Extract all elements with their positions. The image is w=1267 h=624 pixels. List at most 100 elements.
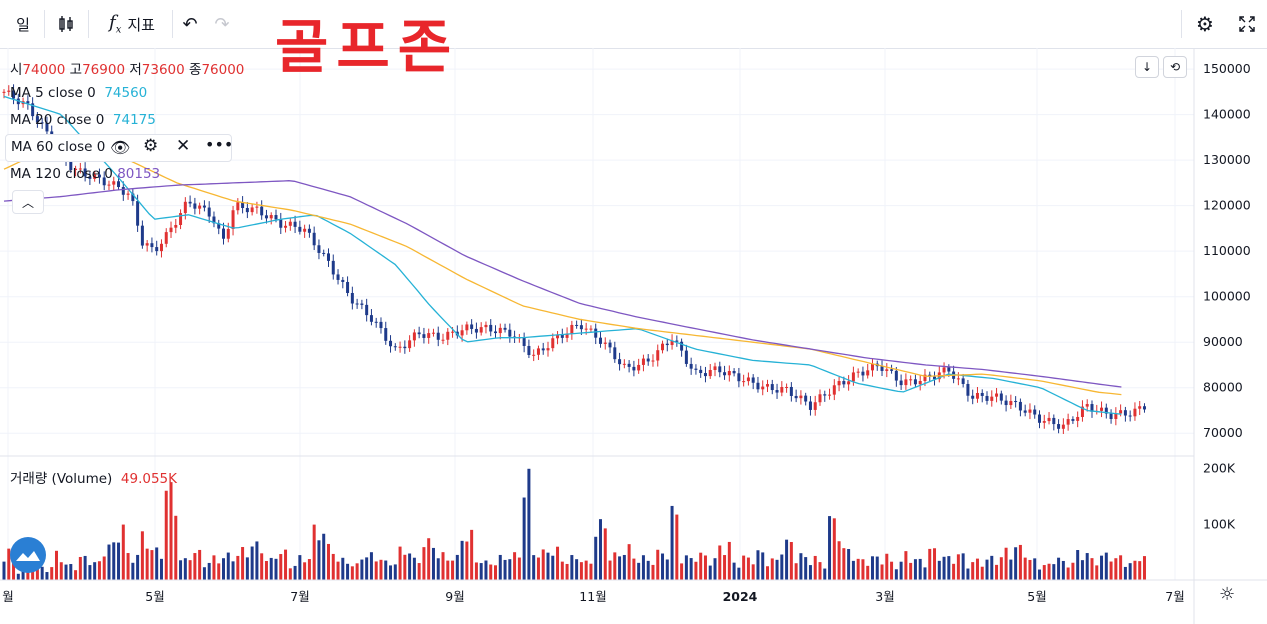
toolbar-separator (1181, 10, 1182, 38)
price-chart[interactable]: 150000 140000 130000 120000 110000 100000 9000… (0, 48, 1267, 624)
close-icon[interactable]: ✕ (176, 136, 191, 156)
volume-bar (828, 516, 832, 580)
volume-bar (326, 543, 330, 580)
candle-body (245, 207, 249, 213)
grid-lines (0, 48, 1194, 580)
more-icon[interactable]: ••• (205, 135, 234, 154)
volume-bar (1104, 552, 1108, 580)
volume-bar (403, 554, 407, 580)
volume-bar (40, 566, 44, 580)
candle-body (1114, 413, 1118, 419)
settings-gear-icon[interactable]: ⚙ (1196, 12, 1214, 36)
volume-bar (322, 533, 326, 580)
indicators-button[interactable]: fx 지표 (96, 0, 168, 48)
candle-body (288, 221, 292, 226)
candle-body (126, 193, 130, 195)
volume-bar (145, 548, 149, 580)
volume-bar (398, 546, 402, 580)
candle-body (828, 394, 832, 396)
candle-body (890, 369, 894, 371)
watermark-text: 골프존 (275, 13, 460, 81)
ma60-label: MA 60 close 0 (11, 139, 106, 155)
candle-body (684, 350, 688, 364)
candle-body (241, 202, 245, 208)
volume-bar (150, 550, 154, 580)
candle-body (870, 363, 874, 371)
candle-body (1123, 410, 1127, 416)
volume-bar (527, 468, 531, 580)
volume-bar (293, 565, 297, 580)
candle-body (665, 343, 669, 346)
candle-body (412, 332, 416, 341)
candle-body (1138, 406, 1142, 409)
candle-body (689, 363, 693, 369)
volume-bar (59, 562, 63, 580)
tradingview-logo-icon[interactable] (10, 537, 46, 573)
candle-body (775, 390, 779, 393)
volume-bar (202, 567, 206, 580)
time-tick-label: 7월 (1165, 589, 1184, 604)
collapse-legend-button[interactable]: ︿ (12, 190, 44, 214)
volume-bar (374, 561, 378, 580)
reset-scale-button[interactable]: ⟲ (1163, 56, 1187, 78)
candle-body (975, 392, 979, 399)
ma20-legend[interactable]: MA 20 close 0 74175 (10, 112, 156, 128)
volume-bar (107, 544, 111, 580)
ma120-value: 80153 (117, 166, 161, 182)
volume-bar (923, 567, 927, 580)
candle-body (923, 374, 927, 381)
fullscreen-icon[interactable] (1230, 0, 1264, 48)
volume-bar (804, 557, 808, 580)
volume-bar (21, 569, 25, 580)
candle-body (770, 384, 774, 391)
scroll-down-button[interactable]: ↓ (1135, 56, 1159, 78)
candle-body (766, 384, 770, 387)
ma5-value: 74560 (104, 85, 148, 101)
volume-bar (179, 560, 183, 580)
volume-bar (274, 558, 278, 580)
candle-body (393, 346, 397, 348)
time-tick-label: 5월 (1027, 589, 1046, 604)
volume-bar (670, 505, 674, 580)
candle-body (847, 381, 851, 385)
redo-icon[interactable]: ↷ (214, 13, 230, 35)
volume-bar (622, 554, 626, 580)
ma60-legend-hovered[interactable]: MA 60 close 0 👁 ⚙ ✕ ••• (5, 134, 234, 162)
volume-bar (1014, 547, 1018, 580)
time-tick-label: 7월 (290, 589, 309, 604)
candle-body (732, 370, 736, 374)
candle-body (12, 90, 16, 99)
volume-bar (74, 570, 78, 580)
ma120-legend[interactable]: MA 120 close 0 80153 (10, 166, 160, 182)
volume-bar (384, 560, 388, 580)
gear-icon[interactable]: ⚙ (143, 136, 159, 156)
candle-body (145, 243, 149, 246)
ma5-legend[interactable]: MA 5 close 0 74560 (10, 85, 147, 101)
volume-bar (1085, 553, 1089, 580)
undo-icon[interactable]: ↶ (182, 13, 198, 35)
candle-style-icon[interactable] (48, 0, 84, 48)
volume-bar (1071, 562, 1075, 580)
volume-bar (579, 562, 583, 580)
eye-icon[interactable]: 👁 (110, 138, 131, 157)
candle-body (813, 402, 817, 410)
price-tick-label: 130000 (1203, 152, 1251, 167)
volume-bar (446, 560, 450, 580)
volume-bar (770, 558, 774, 580)
volume-bar (93, 562, 97, 580)
time-axis-settings-icon[interactable]: ☼ (1219, 584, 1236, 605)
volume-bar (1037, 569, 1041, 580)
volume-bar (565, 563, 569, 580)
volume-bar (694, 561, 698, 580)
volume-bar (474, 562, 478, 580)
candle-body (909, 379, 913, 381)
volume-bar (933, 548, 937, 580)
candle-body (131, 193, 135, 202)
time-axis-labels: 월 5월 7월 9월 11월 2024 3월 5월 7월 (2, 589, 1184, 604)
volume-bar (904, 551, 908, 580)
candle-body (966, 383, 970, 396)
volume-bar (613, 552, 617, 580)
volume-bar (813, 555, 817, 580)
candle-body (40, 122, 44, 124)
interval-button[interactable]: 일 (16, 15, 30, 34)
